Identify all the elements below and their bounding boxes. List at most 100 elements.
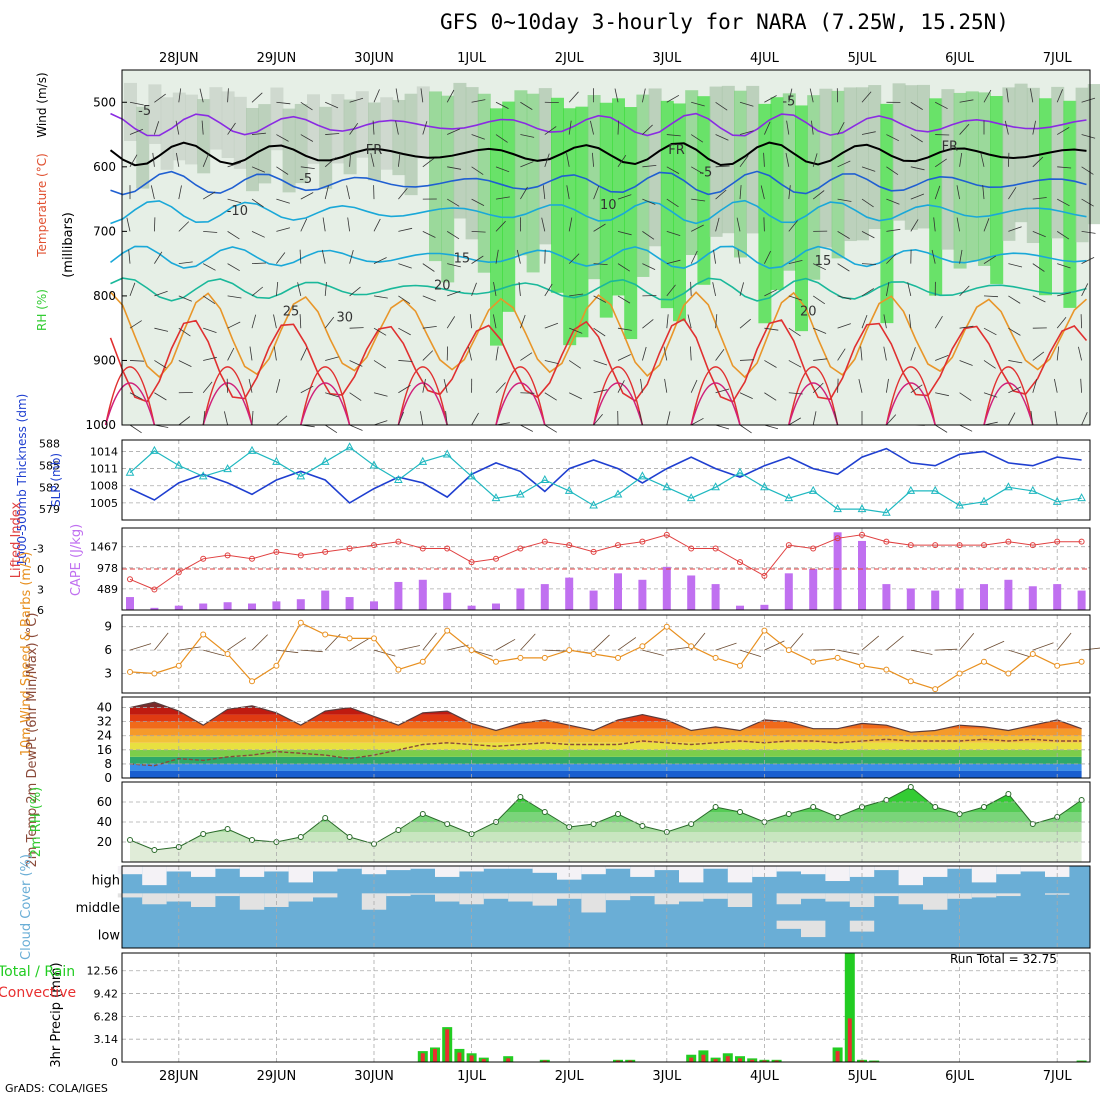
x-tick-label-top: 28JUN <box>159 51 199 66</box>
wind-barb <box>956 217 960 232</box>
cloud-clear-gap <box>996 893 1021 897</box>
lifted-index-marker <box>541 538 548 545</box>
lifted-index-marker <box>688 545 695 552</box>
slp-tick-label: 1014 <box>90 445 118 458</box>
wind-barb <box>568 91 579 103</box>
precip-convective-bar <box>542 1060 547 1062</box>
contour-label: FR <box>366 143 383 158</box>
wind-barb <box>1032 379 1038 393</box>
wind-barb <box>691 198 706 202</box>
wind-barb <box>471 230 486 233</box>
thickness-marker <box>418 456 428 465</box>
surface-wind-barb <box>983 640 1005 651</box>
wind-barb <box>227 231 240 240</box>
thickness-marker <box>272 456 281 465</box>
rh-marker <box>297 834 304 840</box>
wind-barb <box>933 217 936 232</box>
wind-speed-marker <box>639 643 646 650</box>
lifted-index-marker <box>590 548 597 555</box>
surface-wind-barb <box>617 637 637 651</box>
cape-bar <box>980 584 988 610</box>
contour-label: -10 <box>227 204 248 219</box>
wind-barb <box>983 89 992 103</box>
precip-convective-bar <box>420 1053 425 1062</box>
wind-barb <box>325 101 339 109</box>
lifted-index-marker <box>737 559 743 566</box>
thickness-marker <box>564 485 574 494</box>
temperature-contour <box>495 382 546 426</box>
wind-barb <box>739 392 753 399</box>
precip-convective-bar <box>457 1052 462 1062</box>
wind-barb <box>959 249 963 264</box>
wind-barb <box>395 88 399 103</box>
surface-wind-barb <box>398 645 420 651</box>
thickness-marker <box>296 471 306 480</box>
wind-barb <box>1032 230 1046 238</box>
wind-barb <box>568 217 573 232</box>
cape-tick-label: 489 <box>97 583 118 596</box>
contour-label: -5 <box>782 95 795 110</box>
rh-shading <box>1051 86 1065 239</box>
wind-barb <box>617 263 631 272</box>
wind-barb <box>764 289 778 297</box>
wind-barb <box>959 424 973 432</box>
cape-bar <box>345 597 354 610</box>
thickness-marker <box>1052 496 1062 505</box>
wind-barb <box>785 153 790 167</box>
cape-tick-label: 978 <box>97 562 118 575</box>
thickness-marker <box>760 482 769 491</box>
x-tick-label-top: 7JUL <box>1043 51 1073 66</box>
y-tick-label: 1000 <box>85 418 116 432</box>
wind-barb <box>175 120 180 135</box>
wind-barb <box>227 122 236 135</box>
cloud-clear-gap <box>532 893 557 906</box>
wind-barb <box>129 282 136 297</box>
wind-barb <box>154 93 166 103</box>
cloud-clear-gap <box>239 866 265 877</box>
wind-barb <box>1008 327 1021 336</box>
rh-marker <box>419 811 426 817</box>
wind-barb <box>910 101 923 110</box>
wind-barb <box>324 185 329 200</box>
rh-marker <box>834 814 841 820</box>
wind-barb <box>443 379 448 393</box>
rh-marker <box>615 811 621 817</box>
wind-barb <box>1081 230 1096 234</box>
temperature-contour <box>592 382 644 426</box>
wind-barb <box>861 166 876 172</box>
thickness-marker <box>613 489 623 498</box>
lifted-index-marker <box>810 545 817 552</box>
rh-shading <box>404 93 418 196</box>
x-tick-label-top: 2JUL <box>555 51 585 66</box>
cloud-clear-gap <box>703 893 728 899</box>
wind-barb <box>154 121 160 135</box>
wind-barb <box>837 348 846 361</box>
wind-barb <box>299 249 302 264</box>
contour-label: FR <box>668 143 685 158</box>
wind-barb <box>446 89 455 103</box>
wind-barb <box>566 185 570 200</box>
wind-barb <box>203 327 217 333</box>
wind-barb <box>690 346 692 361</box>
cloud-clear-gap <box>215 893 240 897</box>
wind-barb <box>934 185 941 200</box>
wind-barb <box>324 424 338 434</box>
wind-barb <box>346 185 350 200</box>
y-title-slp: SLP (mb) <box>49 453 63 507</box>
cape-bar <box>784 573 793 610</box>
wind-barb <box>276 134 289 142</box>
wind-barb <box>422 263 435 272</box>
wind-barb <box>471 255 484 264</box>
wind-barb <box>910 384 923 394</box>
surface-wind-barb <box>666 647 689 651</box>
wind-speed-marker <box>249 678 255 685</box>
precip-convective-bar <box>506 1058 511 1062</box>
cloud-clear-gap <box>191 893 216 907</box>
wind-barb <box>764 424 779 430</box>
rh-shading <box>624 107 638 340</box>
wind-barb <box>251 198 264 208</box>
rh-shading <box>1039 98 1052 296</box>
surface-wind-barb <box>129 643 152 651</box>
wind-barb <box>1006 88 1009 103</box>
wind-barb <box>520 392 535 394</box>
